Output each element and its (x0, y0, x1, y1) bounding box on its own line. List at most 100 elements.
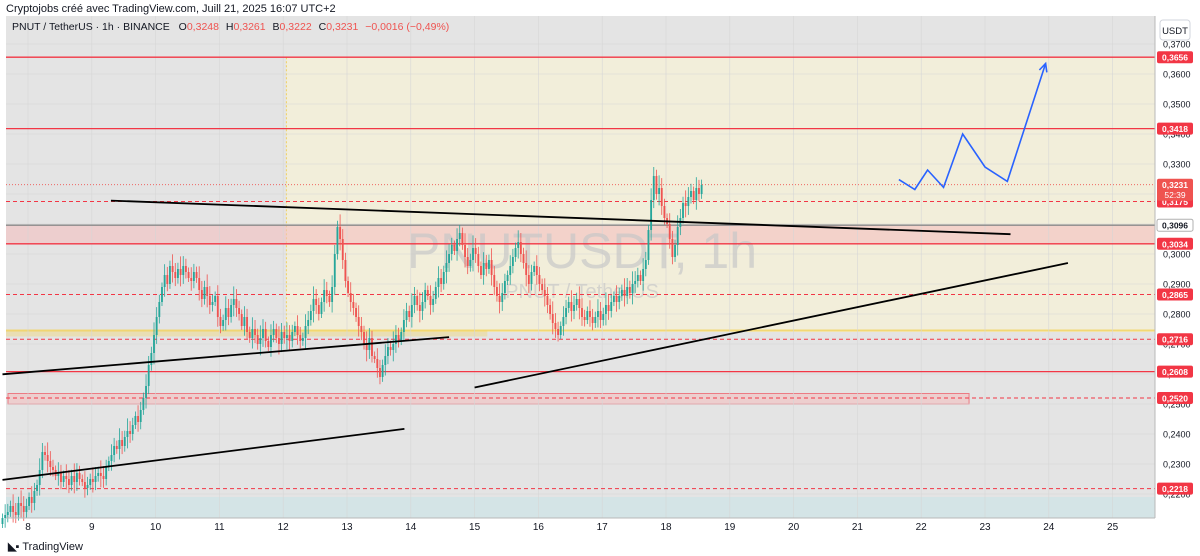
y-tick-label: 0,3500 (1163, 100, 1191, 110)
candle-body (333, 254, 336, 287)
tradingview-logo-text: TradingView (22, 540, 83, 553)
y-tick-label: 0,2400 (1163, 430, 1191, 440)
candle-body (501, 293, 504, 302)
candle-body (432, 299, 435, 305)
candle-body (400, 332, 403, 341)
tradingview-logo[interactable]: ◣▪ TradingView (8, 540, 83, 554)
candle-body (62, 476, 65, 482)
candle-body (251, 329, 254, 338)
candle-body (695, 188, 698, 200)
candle-body (623, 290, 626, 296)
candle-body (283, 332, 286, 338)
candle-body (597, 311, 599, 317)
candle-body (161, 287, 163, 302)
candle-body (371, 338, 373, 356)
time-scale-background (6, 518, 1155, 536)
candle-body (153, 335, 155, 353)
candle-body (320, 302, 323, 314)
legend-close-label: C (319, 21, 327, 33)
level-price-tag (1157, 392, 1193, 404)
candle-body (405, 311, 408, 320)
candle-body (222, 320, 225, 326)
legend-open-label: O (179, 21, 187, 33)
range-zone (286, 57, 1155, 332)
candle-body (171, 266, 174, 272)
candle-body (254, 329, 256, 335)
candle-body (557, 329, 560, 335)
candle-body (198, 278, 201, 290)
candle-body (299, 335, 302, 341)
candle-body (211, 302, 214, 305)
candle-body (17, 503, 20, 515)
level-price-label: 0,3096 (1162, 221, 1188, 231)
candle-body (147, 365, 150, 386)
candle-body (123, 437, 126, 446)
candle-body (301, 338, 304, 341)
candle-body (38, 470, 41, 485)
candle-body (522, 254, 525, 263)
level-price-tag (1157, 365, 1193, 378)
candle-body (365, 344, 368, 350)
candle-body (589, 311, 591, 317)
y-tick-label: 0,3600 (1163, 70, 1191, 80)
candle-body (33, 491, 36, 503)
footer-bar (0, 536, 1200, 556)
candle-body (594, 317, 597, 323)
level-price-tag (1157, 333, 1193, 346)
x-tick-label: 16 (533, 522, 545, 533)
candle-body (458, 233, 461, 239)
candle-body (562, 317, 565, 326)
candle-body (86, 485, 89, 488)
candle-body (4, 515, 7, 518)
candle-body (296, 326, 299, 335)
candle-body (187, 272, 190, 278)
last-price-tag (1157, 178, 1193, 201)
candle-body (379, 368, 381, 377)
candle-body (466, 257, 469, 266)
candle-body (573, 305, 575, 311)
candle-body (270, 335, 272, 347)
level-price-tag (1156, 218, 1194, 232)
candle-body (158, 302, 161, 317)
currency-button-label[interactable]: USDT (1162, 26, 1188, 37)
candle-body (163, 275, 166, 287)
trendline (2, 336, 450, 376)
currency-button[interactable]: USDT (1159, 19, 1191, 41)
candle-body (503, 281, 506, 293)
candle-body (142, 398, 145, 410)
candle-body (83, 482, 86, 488)
candle-body (644, 260, 647, 269)
candle-body (410, 305, 413, 317)
x-tick-label: 21 (852, 522, 864, 533)
candle-body (402, 320, 405, 332)
candle-body (381, 365, 384, 377)
candle-body (464, 245, 466, 257)
candle-body (102, 476, 105, 479)
candle-body (12, 506, 15, 512)
candle-body (107, 461, 110, 467)
candle-body (89, 479, 92, 485)
candle-body (131, 425, 134, 434)
candle-body (355, 308, 357, 317)
candle-body (363, 332, 365, 344)
candle-body (437, 278, 440, 287)
candle-body (554, 323, 557, 329)
candle-body (44, 452, 46, 455)
candle-body (456, 239, 458, 251)
price-chart[interactable]: PNUTUSDT, 1h PNUT / TetherUS 0,37000,360… (0, 0, 1200, 536)
legend-high-label: H (226, 21, 234, 33)
candle-body (272, 329, 275, 335)
candle-body (195, 272, 198, 278)
candle-body (169, 266, 171, 284)
red-box-zone (7, 393, 970, 405)
candle-body (49, 461, 52, 467)
candle-body (203, 287, 206, 299)
candle-body (206, 287, 209, 296)
candle-body (323, 290, 326, 302)
candle-body (647, 230, 650, 260)
candle-body (450, 245, 453, 254)
candle-body (331, 287, 334, 302)
candle-body (150, 353, 153, 365)
candle-body (485, 263, 488, 269)
x-tick-label: 20 (788, 522, 800, 533)
